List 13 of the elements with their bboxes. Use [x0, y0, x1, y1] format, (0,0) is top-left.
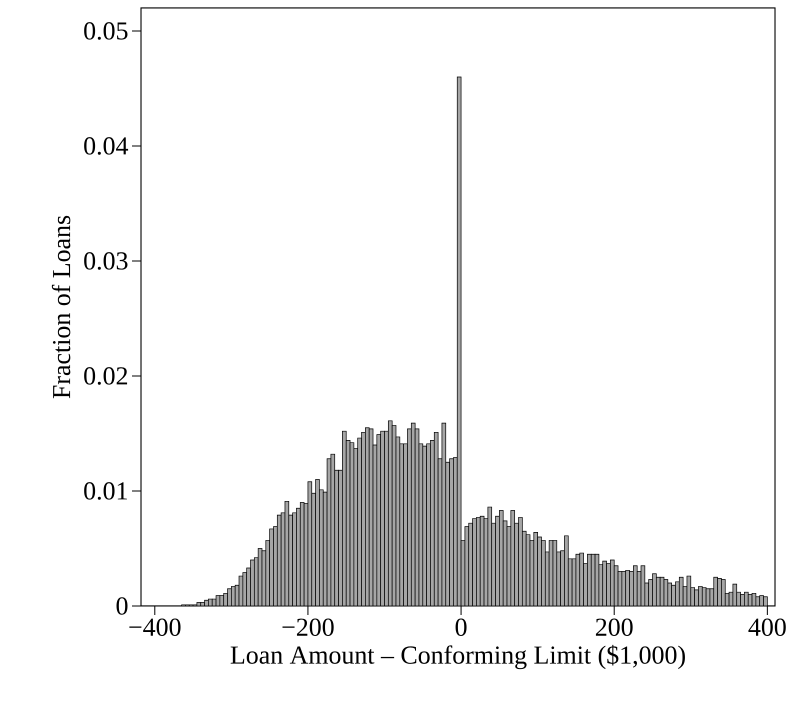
- y-tick-label: 0.01: [84, 482, 127, 500]
- x-tick-label: −400: [129, 618, 181, 636]
- x-axis-title: Loan Amount – Conforming Limit ($1,000): [230, 644, 685, 670]
- x-tick-label: 200: [596, 618, 633, 636]
- x-tick-label: 0: [456, 618, 467, 636]
- y-tick-label: 0.03: [84, 252, 128, 270]
- y-tick-label: 0: [116, 597, 128, 615]
- y-tick-label: 0.05: [84, 22, 128, 40]
- x-tick-label: −200: [282, 618, 334, 636]
- y-tick-label: 0.04: [84, 137, 128, 155]
- y-axis-title: Fraction of Loans: [52, 216, 70, 398]
- y-tick-label: 0.02: [84, 367, 128, 385]
- x-tick-label: 400: [748, 618, 786, 636]
